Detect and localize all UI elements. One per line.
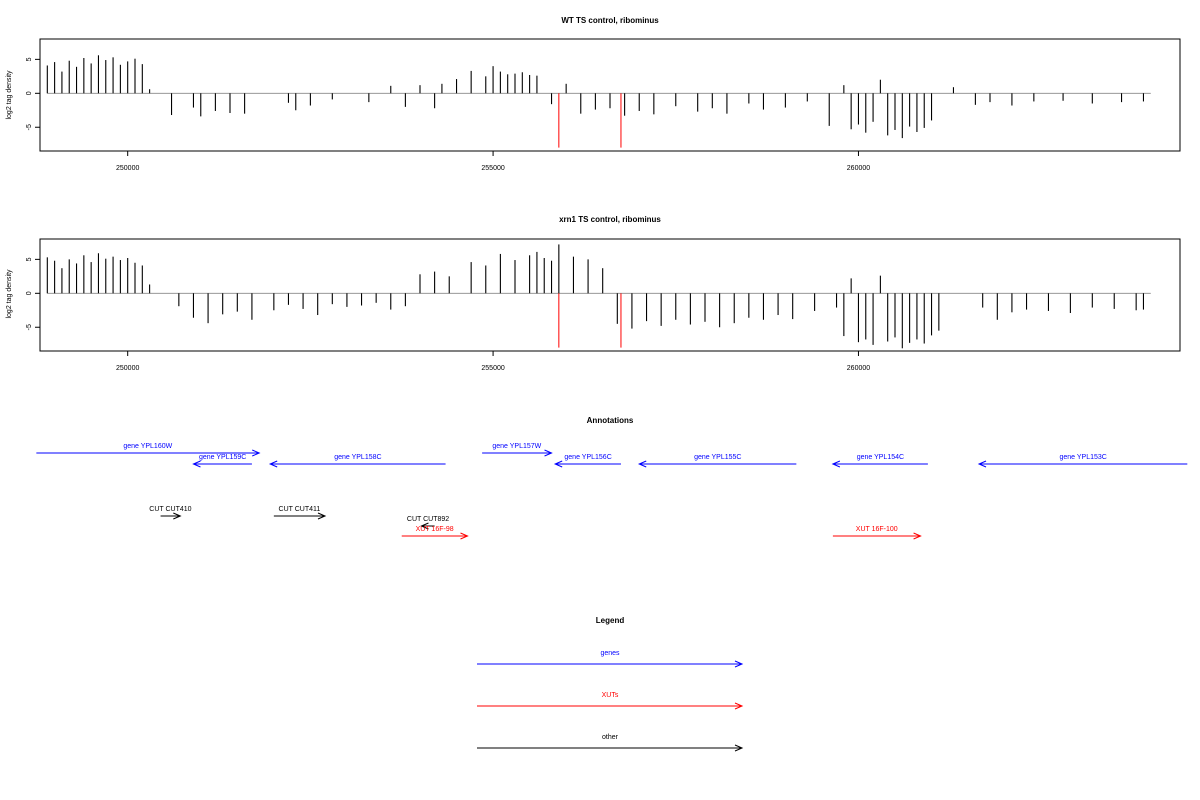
y-tick-label: 5	[26, 257, 33, 261]
xrn1-track-panel: xrn1 TS control, ribominus log2 tag dens…	[6, 215, 1181, 372]
legend-arrow	[477, 702, 744, 710]
gene-feature-arrow	[977, 460, 1188, 468]
xrn1-panel-title: xrn1 TS control, ribominus	[559, 215, 661, 224]
gene-feature-arrow	[268, 460, 446, 468]
gene-feature-arrow	[482, 449, 553, 457]
cut-feature-arrow	[420, 522, 435, 530]
feature-label: XUT 16F-98	[416, 526, 454, 533]
legend-label: other	[602, 734, 619, 741]
gene-feature-arrow	[553, 460, 621, 468]
x-tick-label: 250000	[116, 365, 139, 372]
y-tick-label: -5	[26, 124, 33, 130]
annotations-panel: Annotations gene YPL160W gene YPL159C gene…	[36, 416, 1188, 540]
wt-panel-title: WT TS control, ribominus	[561, 16, 659, 25]
feature-label: gene YPL156C	[564, 454, 611, 461]
y-tick-label: 0	[26, 91, 33, 95]
feature-label: gene YPL155C	[694, 454, 741, 461]
gene-feature-arrow	[36, 449, 261, 457]
xrn1-y-axis-label: log2 tag density	[6, 269, 13, 319]
feature-label: CUT CUT411	[279, 506, 321, 513]
cut-feature-arrow	[160, 512, 182, 520]
legend-arrow	[477, 744, 744, 752]
cut-feature-arrow	[273, 512, 327, 520]
y-tick-label: -5	[26, 324, 33, 330]
feature-label: gene YPL153C	[1059, 454, 1106, 461]
xut-feature-arrow	[832, 532, 922, 540]
feature-label: gene YPL154C	[857, 454, 904, 461]
x-tick-label: 260000	[847, 165, 870, 172]
gene-feature-arrow	[831, 460, 928, 468]
feature-label: gene YPL157W	[492, 443, 541, 450]
feature-label: gene YPL160W	[123, 443, 172, 450]
gene-feature-arrow	[192, 460, 252, 468]
x-tick-label: 255000	[481, 365, 504, 372]
legend-label: XUTs	[602, 692, 619, 699]
xut-feature-arrow	[401, 532, 469, 540]
x-tick-label: 250000	[116, 165, 139, 172]
feature-label: CUT CUT892	[407, 516, 449, 523]
feature-label: gene YPL159C	[199, 454, 246, 461]
feature-label: XUT 16F-100	[856, 526, 898, 533]
x-tick-label: 255000	[481, 165, 504, 172]
plot-frame	[39, 38, 1181, 152]
feature-label: CUT CUT410	[149, 506, 191, 513]
wt-track-panel: WT TS control, ribominus log2 tag densit…	[6, 16, 1181, 172]
legend-label: genes	[600, 650, 620, 657]
legend-panel: Legend genes XUTs other	[477, 616, 744, 752]
gene-feature-arrow	[637, 460, 797, 468]
legend-arrow	[477, 660, 744, 668]
y-tick-label: 5	[26, 57, 33, 61]
plot-frame	[39, 238, 1181, 352]
annotations-title: Annotations	[587, 416, 634, 425]
x-tick-label: 260000	[847, 365, 870, 372]
wt-y-axis-label: log2 tag density	[6, 70, 13, 120]
feature-label: gene YPL158C	[334, 454, 381, 461]
y-tick-label: 0	[26, 291, 33, 295]
legend-title: Legend	[596, 616, 625, 625]
